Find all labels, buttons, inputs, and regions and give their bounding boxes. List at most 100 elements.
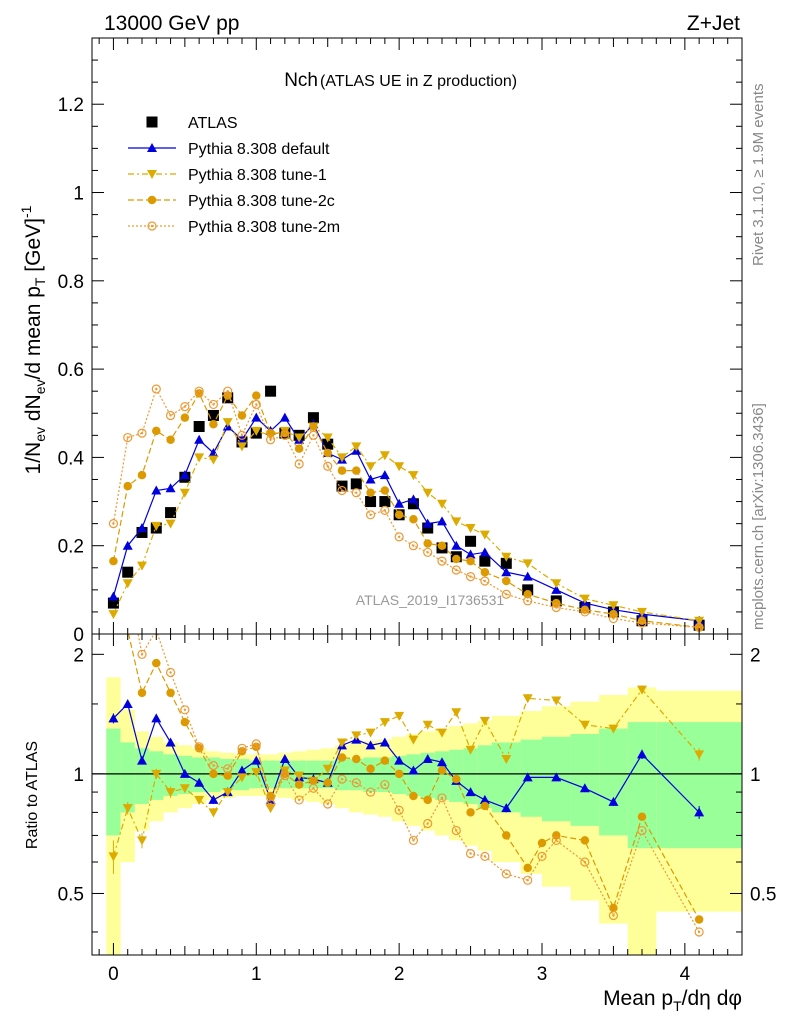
point-1-20 bbox=[394, 498, 405, 508]
legend-label-2: Pythia 8.308 tune-1 bbox=[188, 167, 327, 184]
ratio-point-0-29 bbox=[551, 772, 562, 782]
ratio-y-tick-label-right: 0.5 bbox=[750, 884, 776, 905]
point-3-6 bbox=[194, 389, 204, 398]
point-4-24 bbox=[451, 565, 461, 575]
ratio-point-1-31 bbox=[608, 724, 619, 734]
point-2-17 bbox=[351, 442, 362, 452]
point-3-18 bbox=[366, 488, 375, 497]
chart-subtitle: (ATLAS UE in Z production) bbox=[320, 73, 517, 90]
stat-band bbox=[520, 739, 542, 817]
point-1-1 bbox=[122, 540, 133, 550]
point-4-8 bbox=[223, 386, 233, 396]
point-2-5 bbox=[179, 488, 190, 498]
ratio-point-0-4 bbox=[165, 737, 176, 747]
point-3-24 bbox=[452, 554, 461, 564]
x-tick-label: 2 bbox=[394, 964, 405, 985]
point-2-0 bbox=[108, 610, 119, 620]
stat-band bbox=[406, 754, 421, 796]
point-0-22 bbox=[422, 522, 434, 534]
point-2-29 bbox=[551, 579, 562, 589]
ratio-y-tick-label: 2 bbox=[73, 645, 84, 666]
ratio-point-1-13 bbox=[294, 771, 305, 781]
ratio-point-3-7 bbox=[208, 760, 219, 771]
point-1-27 bbox=[501, 567, 512, 577]
point-0-27 bbox=[500, 557, 512, 569]
ratio-point-3-17 bbox=[351, 778, 361, 788]
legend-label-1: Pythia 8.308 default bbox=[188, 141, 330, 158]
point-2-21 bbox=[408, 471, 419, 481]
point-2-24 bbox=[451, 517, 462, 527]
ratio-point-0-0 bbox=[108, 713, 119, 723]
chart-title: Nch bbox=[284, 70, 318, 91]
ratio-point-0-10 bbox=[251, 755, 262, 765]
point-4-0 bbox=[108, 519, 119, 529]
ratio-point-2-14 bbox=[309, 776, 318, 786]
ratio-line-0 bbox=[113, 702, 700, 813]
stat-band bbox=[599, 728, 628, 836]
ratio-point-0-18 bbox=[365, 740, 376, 750]
ratio-point-0-5 bbox=[179, 768, 190, 778]
y-tick-label: 0.6 bbox=[58, 360, 84, 381]
point-4-22 bbox=[423, 547, 433, 557]
ratio-point-1-29 bbox=[551, 696, 562, 706]
ratio-point-1-11 bbox=[265, 804, 276, 814]
ratio-point-2-7 bbox=[209, 769, 218, 779]
ratio-point-3-12 bbox=[280, 771, 290, 781]
point-4-1 bbox=[123, 432, 133, 443]
ratio-point-1-2 bbox=[137, 836, 147, 846]
point-3-26 bbox=[480, 567, 490, 577]
ratio-point-2-17 bbox=[352, 754, 361, 764]
watermark: ATLAS_2019_I1736531 bbox=[356, 592, 505, 608]
ratio-point-1-10 bbox=[251, 768, 262, 778]
ratio-panel bbox=[92, 677, 742, 955]
point-0-0 bbox=[107, 597, 119, 609]
stat-band bbox=[106, 728, 121, 836]
x-tick-label: 0 bbox=[108, 964, 119, 985]
point-0-7 bbox=[207, 409, 219, 421]
point-1-18 bbox=[365, 474, 376, 484]
stat-band bbox=[477, 745, 492, 809]
point-4-20 bbox=[394, 532, 404, 542]
point-3-3 bbox=[152, 426, 161, 436]
main-axes: 0 0.2 0.4 0.6 0.8 1 1.2 bbox=[58, 37, 743, 646]
ratio-point-0-25 bbox=[465, 787, 476, 797]
ratio-point-2-25 bbox=[466, 808, 475, 817]
ratio-point-1-15 bbox=[322, 764, 333, 774]
point-2-19 bbox=[379, 451, 390, 461]
point-2-9 bbox=[237, 442, 247, 452]
y-tick-label: 1 bbox=[73, 184, 84, 205]
point-1-21 bbox=[408, 494, 419, 504]
point-3-5 bbox=[180, 413, 190, 422]
main-ylabel: 1/Nev dNev/d mean pT [GeV]-1 bbox=[18, 205, 48, 474]
ratio-point-3-6 bbox=[194, 742, 204, 752]
ratio-point-3-2 bbox=[137, 649, 147, 659]
ratio-point-3-14 bbox=[308, 783, 319, 793]
point-2-23 bbox=[437, 499, 447, 509]
energy-label: 13000 GeV pp bbox=[104, 12, 239, 35]
ratio-point-1-18 bbox=[365, 728, 376, 738]
stat-band bbox=[570, 734, 600, 826]
ratio-point-1-9 bbox=[237, 773, 247, 783]
point-1-5 bbox=[179, 470, 190, 480]
point-4-9 bbox=[237, 430, 247, 440]
ratio-point-3-21 bbox=[408, 835, 419, 846]
ratio-point-0-9 bbox=[237, 765, 247, 775]
point-2-15 bbox=[322, 433, 333, 443]
point-3-21 bbox=[409, 514, 418, 524]
stat-band bbox=[120, 742, 135, 813]
point-4-6 bbox=[194, 386, 204, 396]
point-1-22 bbox=[422, 518, 433, 528]
point-4-30 bbox=[580, 607, 590, 617]
point-0-11 bbox=[265, 385, 277, 397]
point-4-28 bbox=[523, 596, 533, 606]
point-3-22 bbox=[423, 539, 432, 548]
point-0-21 bbox=[407, 498, 419, 510]
ratio-point-0-26 bbox=[479, 794, 490, 804]
ratio-point-3-34 bbox=[694, 927, 704, 937]
ratio-point-0-27 bbox=[501, 803, 512, 813]
ratio-point-1-25 bbox=[465, 745, 476, 755]
point-4-11 bbox=[265, 435, 276, 445]
ratio-point-2-9 bbox=[237, 747, 247, 756]
point-2-2 bbox=[137, 561, 147, 571]
ratio-point-2-28 bbox=[523, 863, 532, 873]
